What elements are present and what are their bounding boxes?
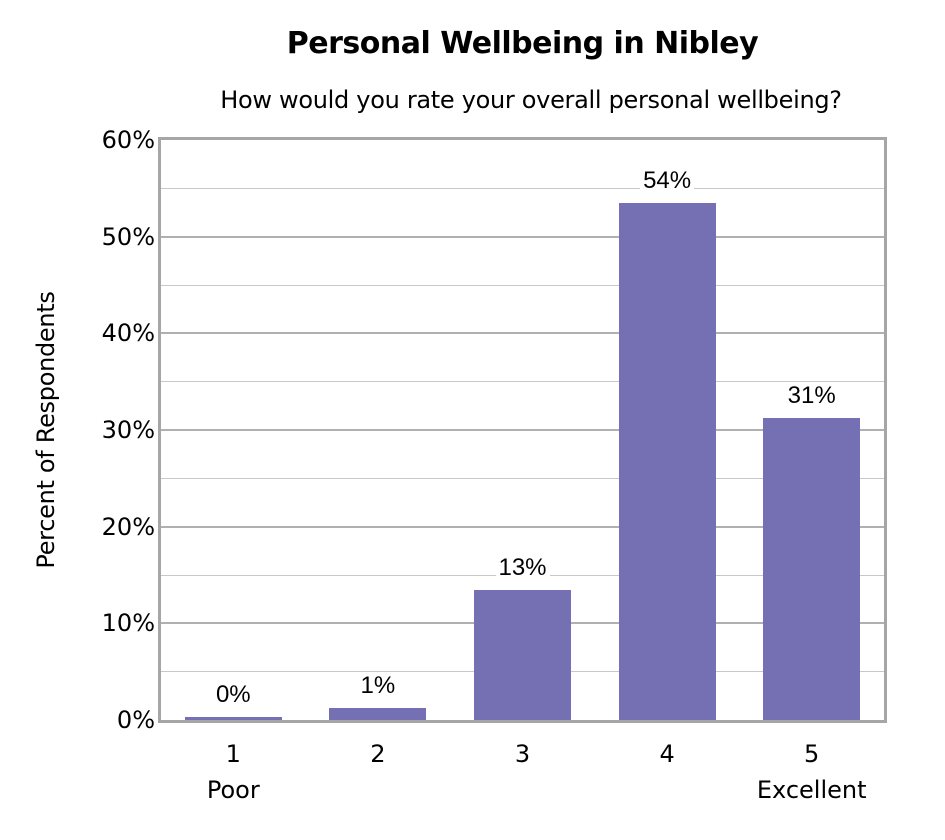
x-tick-number: 5 xyxy=(804,740,820,768)
data-label: 54% xyxy=(640,167,695,194)
plot-area: 0% 1% 13% 54% 31% xyxy=(158,137,887,723)
y-tick-label: 20% xyxy=(101,512,155,541)
x-tick-label: 5 Excellent xyxy=(757,736,867,808)
y-tick-label: 60% xyxy=(101,126,155,154)
x-tick-number: 1 xyxy=(225,740,241,768)
x-tick-label: 2 xyxy=(370,736,385,772)
y-axis-label: Percent of Respondents xyxy=(32,291,60,569)
chart-subtitle: How would you rate your overall personal… xyxy=(220,86,842,114)
bar xyxy=(763,418,861,720)
bar xyxy=(474,590,571,720)
bar xyxy=(329,708,427,720)
x-tick-sublabel: Excellent xyxy=(756,776,867,804)
major-gridline xyxy=(161,332,884,335)
data-label: 31% xyxy=(784,383,839,410)
x-tick-number: 4 xyxy=(659,740,675,768)
chart-title: Personal Wellbeing in Nibley xyxy=(286,26,759,61)
x-tick-label: 1 Poor xyxy=(207,736,260,808)
major-gridline xyxy=(161,525,884,528)
minor-gridline xyxy=(161,187,884,189)
minor-gridline xyxy=(161,477,884,479)
major-gridline xyxy=(161,235,884,238)
bar xyxy=(618,202,716,720)
x-tick-label: 4 xyxy=(659,736,674,772)
bar xyxy=(184,717,282,720)
y-tick-label: 0% xyxy=(116,706,155,734)
data-label: 1% xyxy=(357,673,399,700)
data-label: 0% xyxy=(212,682,254,709)
major-gridline xyxy=(161,429,884,431)
x-tick-number: 3 xyxy=(514,740,531,768)
x-tick-label: 3 xyxy=(515,736,530,772)
minor-gridline xyxy=(161,381,884,383)
x-tick-number: 2 xyxy=(370,740,386,768)
y-tick-label: 10% xyxy=(101,609,155,638)
x-tick-sublabel: Poor xyxy=(206,776,260,804)
data-label: 13% xyxy=(495,555,550,582)
y-tick-label: 50% xyxy=(101,222,155,251)
y-tick-label: 40% xyxy=(101,319,155,348)
y-tick-label: 30% xyxy=(101,416,155,444)
minor-gridline xyxy=(161,284,884,286)
